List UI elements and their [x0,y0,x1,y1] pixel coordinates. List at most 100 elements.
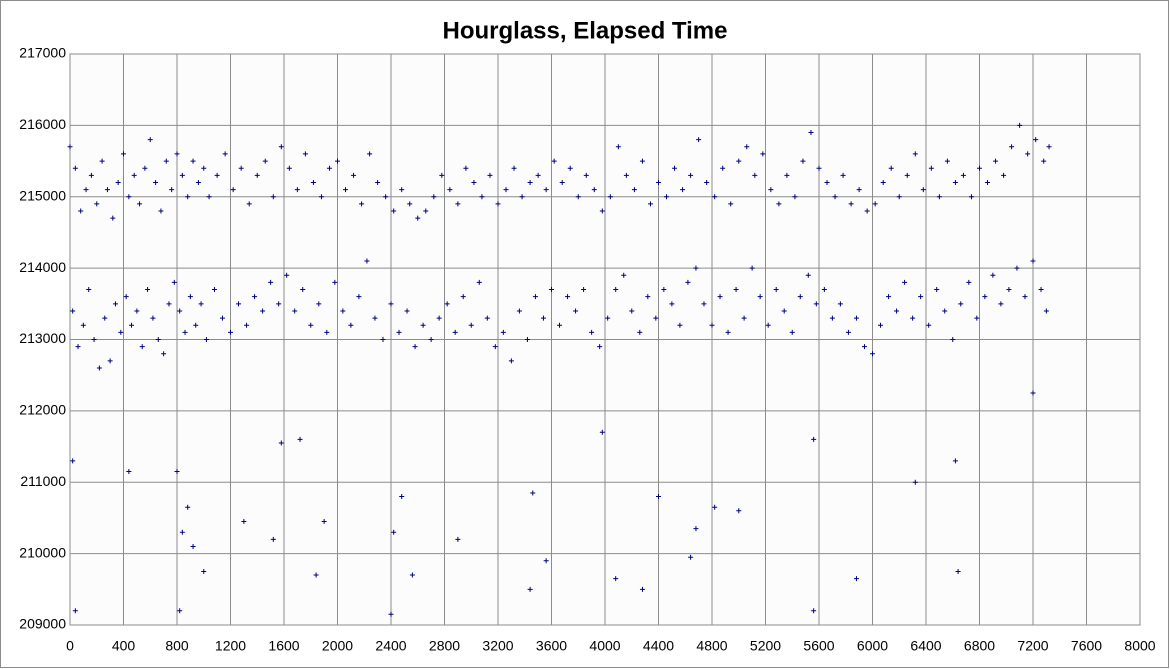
data-point [701,301,707,307]
x-tick-label: 4800 [696,638,727,654]
data-point [773,287,779,293]
data-point [870,351,875,357]
data-point [680,187,686,193]
data-point [436,315,442,321]
data-point [94,201,100,207]
data-point [527,586,533,592]
data-point [455,201,461,207]
data-point [656,494,661,500]
data-point [201,165,207,171]
x-tick-label: 6400 [910,638,941,654]
data-point [447,187,453,193]
data-point [845,329,851,335]
x-tick-label: 3600 [536,638,567,654]
data-point [348,322,354,328]
data-point [174,151,180,157]
data-point [297,436,303,442]
data-point [244,322,250,328]
data-point [409,572,415,578]
data-point [163,158,169,164]
data-point [278,440,284,446]
data-point [206,194,212,200]
data-point [543,187,549,193]
data-point [396,329,402,335]
data-point [356,294,362,300]
data-point [902,279,908,285]
data-point [974,315,980,321]
data-point [688,172,694,178]
data-point [1038,287,1044,293]
x-tick-label: 3200 [482,638,513,654]
data-point [332,279,338,285]
data-point [613,287,619,293]
data-point [415,215,421,221]
data-point [126,469,132,475]
data-point [712,504,718,510]
y-tick-label: 212000 [19,402,66,418]
data-point [254,172,260,178]
data-point [998,301,1004,307]
data-point [669,301,675,307]
data-point [904,172,910,178]
data-point [744,144,750,150]
data-point [155,337,161,342]
data-point [219,315,225,321]
data-point [966,279,972,285]
x-tick-label: 6800 [964,638,995,654]
data-point [1041,158,1047,164]
data-point [725,329,731,335]
data-point [599,208,605,214]
data-point [460,294,466,300]
data-point [629,308,635,314]
data-point [765,322,771,328]
data-point [91,337,97,342]
data-point [404,308,410,314]
data-point [717,294,723,300]
data-point [444,301,450,307]
data-point [797,294,803,300]
data-point [262,158,268,164]
data-point [313,572,319,578]
data-point [776,201,782,207]
data-point [757,294,763,300]
data-point [968,194,974,200]
x-tick-label: 1600 [268,638,299,654]
data-point [246,201,252,207]
data-point [72,165,78,171]
data-point [351,172,357,178]
x-tick-label: 4000 [589,638,620,654]
data-point [182,329,188,335]
data-point [653,315,659,321]
data-point [134,308,140,314]
data-point [607,194,613,200]
data-point [645,294,651,300]
data-point [318,194,324,200]
x-tick-label: 7600 [1071,638,1102,654]
data-point [300,287,306,293]
data-point [158,208,164,214]
data-point [104,187,110,193]
data-point [187,294,193,300]
data-point [495,201,501,207]
data-point [1043,308,1049,314]
data-point [80,322,86,328]
data-point [131,172,137,178]
data-point [733,287,739,293]
data-point [920,187,926,193]
data-point [837,301,843,307]
data-point [99,158,105,164]
data-point [375,179,381,185]
data-point [492,344,498,350]
data-point [308,322,314,328]
data-point [67,144,73,150]
data-point [985,179,991,185]
data-point [575,194,581,200]
x-tick-label: 4400 [643,638,674,654]
data-point [811,608,817,614]
data-point [813,301,819,307]
data-point [121,151,126,157]
data-point [824,179,830,185]
data-point [661,287,667,293]
data-point [800,158,806,164]
